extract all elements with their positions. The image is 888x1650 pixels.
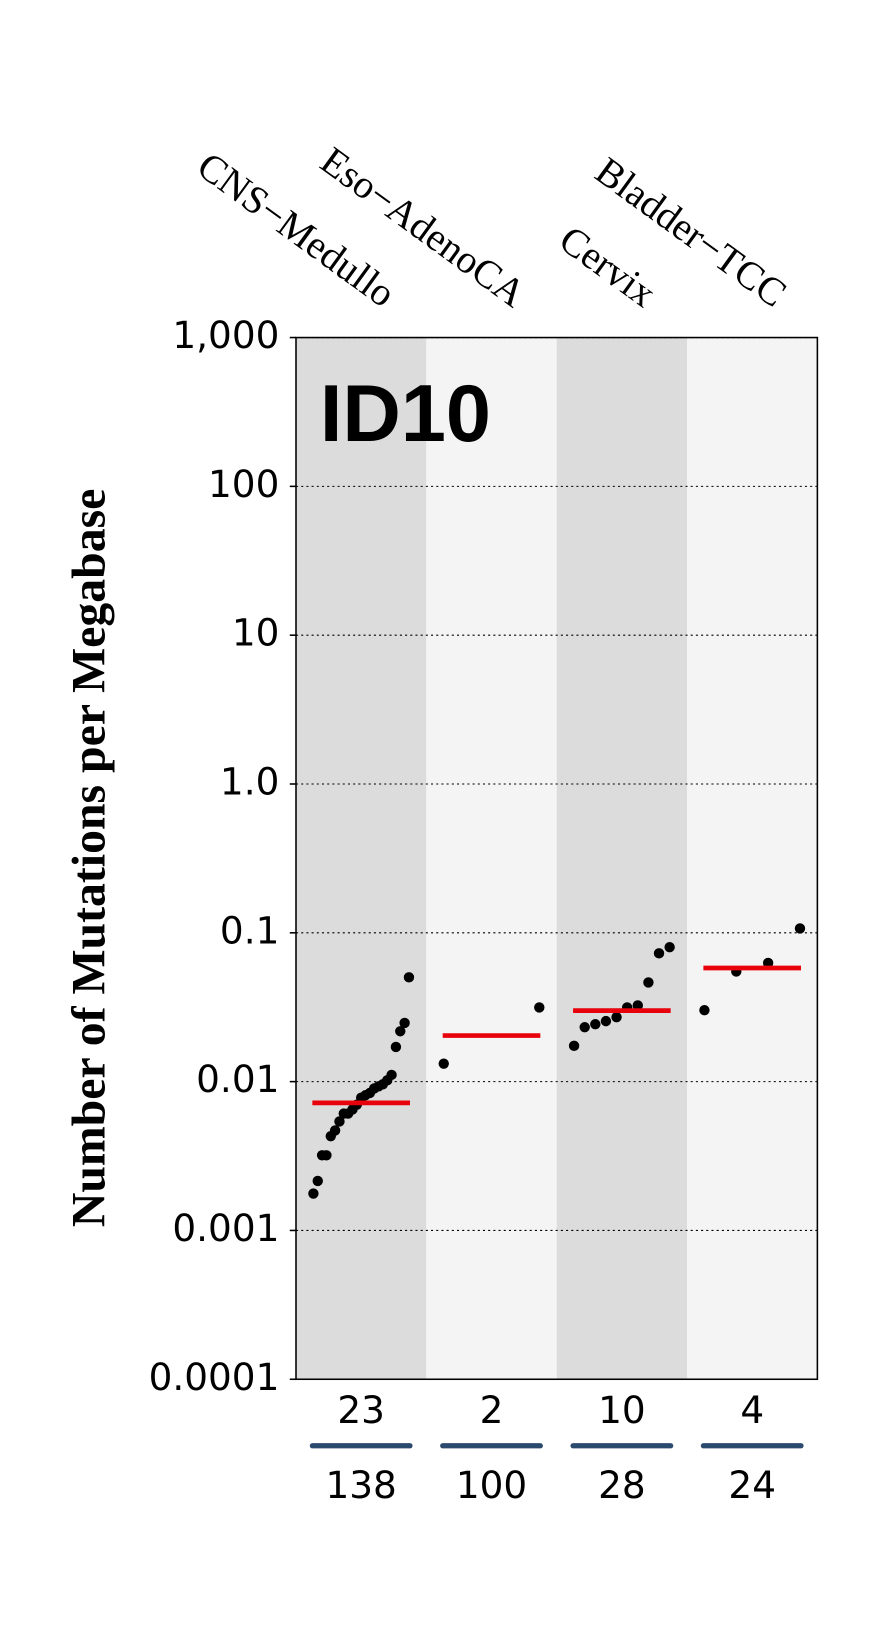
- data-point: [579, 1022, 590, 1033]
- y-tick-label: 1.0: [220, 759, 279, 803]
- y-axis-label: Number of Mutations per Megabase: [62, 489, 115, 1228]
- data-point: [590, 1019, 601, 1030]
- bands: [296, 337, 818, 1380]
- total-count: 24: [728, 1463, 776, 1507]
- grid: 0.0001 0.001 0.01 0.1 1.0 10 100 1,000: [149, 313, 818, 1399]
- y-tick-label: 1,000: [172, 313, 279, 357]
- category-band: [687, 337, 818, 1380]
- plot-frame: [295, 336, 819, 1381]
- data-point: [600, 1015, 612, 1027]
- data-point: [794, 923, 806, 934]
- chart-title: ID10: [320, 369, 491, 459]
- data-point: [653, 948, 665, 959]
- category-band: [426, 337, 557, 1380]
- data-point: [395, 1026, 406, 1037]
- total-count: 138: [326, 1463, 397, 1507]
- data-point: [568, 1040, 580, 1052]
- data-point: [386, 1069, 397, 1081]
- y-tick-label: 0.01: [196, 1057, 279, 1101]
- data-point: [321, 1150, 332, 1161]
- data-point: [699, 1005, 710, 1016]
- data-point: [329, 1125, 341, 1136]
- data-point: [334, 1116, 345, 1127]
- y-tick-label: 0.1: [220, 908, 279, 952]
- category-band: [556, 337, 688, 1380]
- sample-count: 10: [598, 1388, 646, 1432]
- plot-root: 0.0001 0.001 0.01 0.1 1.0 10 100 1,000 ID10 Num…: [62, 138, 819, 1507]
- data-point: [534, 1002, 545, 1013]
- data-point: [632, 1000, 643, 1011]
- y-tick-label: 0.001: [172, 1206, 279, 1250]
- data-point: [643, 977, 654, 988]
- data-point: [399, 1017, 410, 1029]
- sample-count: 2: [480, 1388, 504, 1432]
- sample-count: 23: [337, 1388, 385, 1432]
- data-point: [390, 1041, 402, 1053]
- data-point: [664, 942, 675, 953]
- data-point: [611, 1012, 622, 1023]
- data-point: [762, 957, 774, 969]
- y-tick-label: 10: [232, 611, 280, 655]
- y-tick-label: 0.0001: [149, 1355, 280, 1399]
- y-tick-label: 100: [208, 462, 279, 506]
- category-label: Cervix: [551, 217, 664, 316]
- total-count: 100: [456, 1463, 527, 1507]
- total-count: 28: [598, 1463, 646, 1507]
- category-band: [296, 337, 427, 1380]
- data-point: [308, 1188, 319, 1199]
- data-point: [438, 1058, 449, 1069]
- data-point: [312, 1175, 323, 1187]
- sample-count: 4: [740, 1388, 764, 1432]
- data-point: [403, 972, 415, 983]
